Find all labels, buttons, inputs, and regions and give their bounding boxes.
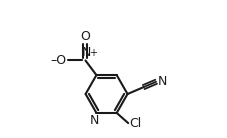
Text: +: +: [89, 48, 97, 58]
Text: O: O: [80, 30, 90, 43]
Text: –O: –O: [50, 54, 66, 67]
Text: N: N: [90, 114, 99, 127]
Text: N: N: [81, 46, 90, 59]
Text: N: N: [158, 75, 167, 88]
Text: Cl: Cl: [129, 117, 141, 130]
